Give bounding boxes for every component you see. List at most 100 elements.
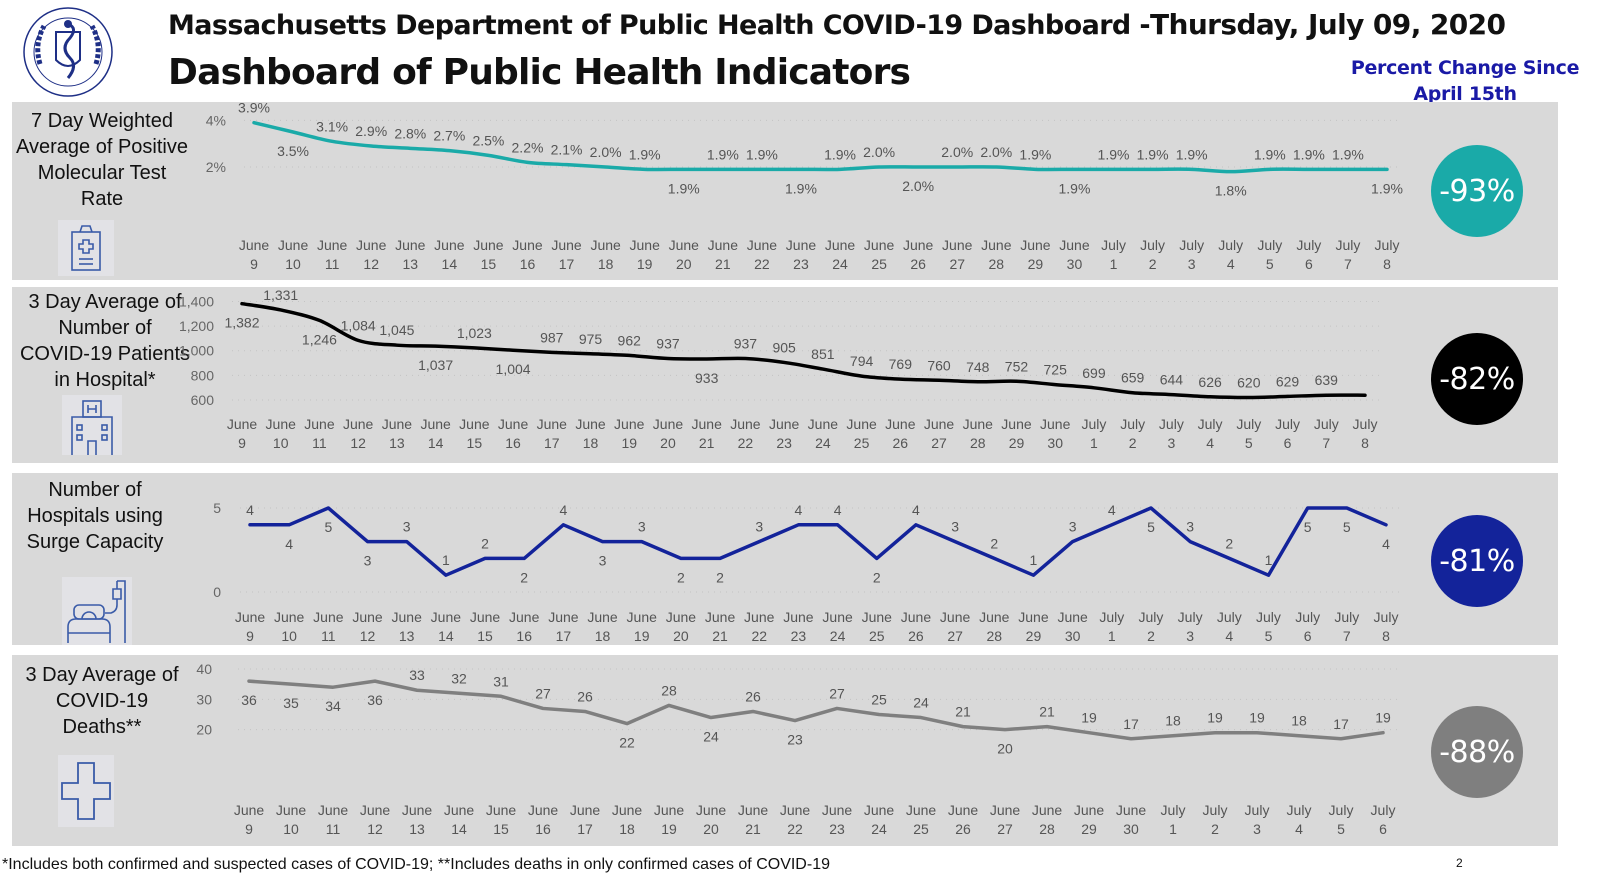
x-tick-day: 25	[854, 435, 870, 451]
data-label: 1.9%	[1058, 180, 1090, 196]
data-label: 32	[451, 670, 467, 686]
x-tick-day: 5	[1265, 628, 1273, 644]
x-tick-label: June 12	[352, 609, 383, 644]
x-tick-month: July	[1296, 237, 1321, 253]
x-tick-month: July	[1295, 609, 1320, 625]
x-tick-day: 4	[1206, 435, 1214, 451]
x-tick-day: 5	[1266, 256, 1274, 272]
x-tick-label: June 15	[473, 237, 504, 272]
x-tick-day: 28	[986, 628, 1002, 644]
x-tick-month: June	[1020, 237, 1051, 253]
x-tick-month: June	[590, 237, 621, 253]
data-label: 25	[871, 692, 887, 708]
x-tick-label: June 17	[537, 416, 568, 451]
x-tick-label: June 17	[548, 609, 579, 644]
data-label: 962	[618, 332, 642, 348]
panel-hospitalizations: 3 Day Average of Number of COVID-19 Pati…	[12, 287, 1558, 463]
x-tick-month: June	[537, 416, 568, 432]
data-label: 4	[912, 502, 920, 518]
data-label: 3.5%	[277, 143, 309, 159]
percent-change-heading: Percent Change Since April 15th	[1340, 55, 1590, 107]
x-tick-month: June	[730, 416, 761, 432]
x-tick-month: June	[783, 609, 814, 625]
x-tick-label: June 11	[313, 609, 344, 644]
percent-change-badge: -93%	[1431, 145, 1523, 237]
x-tick-day: 26	[910, 256, 926, 272]
series-line	[252, 120, 1389, 174]
x-tick-label: June 12	[356, 237, 387, 272]
data-label: 1.9%	[1293, 146, 1325, 162]
x-tick-month: July	[1314, 416, 1339, 432]
x-tick-label: June 22	[744, 609, 775, 644]
data-label: 2.7%	[433, 128, 465, 144]
data-label: 2.8%	[394, 125, 426, 141]
x-tick-month: June	[575, 416, 606, 432]
x-tick-month: June	[470, 609, 501, 625]
panel-deaths: 3 Day Average of COVID-19 Deaths** 40 30 2…	[12, 655, 1558, 846]
data-label: 1,004	[496, 361, 531, 377]
label-line: Rate	[80, 188, 124, 210]
x-tick-label: June 21	[692, 416, 723, 451]
x-tick-day: 2	[1129, 435, 1137, 451]
y-tick-label: 20	[196, 722, 212, 738]
x-tick-label: July 4	[1287, 802, 1312, 837]
data-label: 3	[755, 519, 763, 535]
x-tick-day: 18	[598, 256, 614, 272]
x-tick-month: July	[1178, 609, 1203, 625]
x-tick-day: 27	[947, 628, 963, 644]
x-tick-month: July	[1081, 416, 1106, 432]
data-label: 21	[955, 704, 971, 720]
x-tick-label: June 9	[227, 416, 258, 451]
x-tick-label: June 24	[822, 609, 853, 644]
x-tick-day: 17	[556, 628, 572, 644]
x-tick-label: June 14	[431, 609, 462, 644]
x-tick-month: June	[822, 802, 853, 818]
x-tick-day: 19	[637, 256, 653, 272]
x-tick-label: June 21	[705, 609, 736, 644]
x-tick-day: 26	[955, 821, 971, 837]
x-tick-month: June	[512, 237, 543, 253]
x-tick-month: July	[1120, 416, 1145, 432]
x-tick-label: July 1	[1101, 237, 1126, 272]
x-tick-day: 19	[634, 628, 650, 644]
x-tick-label: July 4	[1217, 609, 1242, 644]
x-tick-day: 9	[245, 821, 253, 837]
y-tick-label: 5	[213, 500, 221, 516]
data-label: 4	[285, 536, 293, 552]
series-line	[248, 506, 1388, 577]
data-label: 2.9%	[355, 123, 387, 139]
x-tick-day: 19	[661, 821, 677, 837]
x-tick-label: July 5	[1257, 237, 1282, 272]
x-tick-label: June 9	[239, 237, 270, 272]
data-label: 26	[745, 688, 761, 704]
data-label: 3	[1069, 519, 1077, 535]
label-line: 3 Day Average of	[25, 664, 179, 686]
x-tick-day: 21	[699, 435, 715, 451]
x-tick-month: July	[1218, 237, 1243, 253]
data-label: 2	[481, 535, 489, 551]
x-tick-label: June 29	[1020, 237, 1051, 272]
x-tick-label: June 25	[864, 237, 895, 272]
x-tick-label: July 3	[1178, 609, 1203, 644]
x-tick-label: June 13	[395, 237, 426, 272]
data-label: 975	[579, 331, 603, 347]
x-tick-month: June	[420, 416, 451, 432]
x-tick-label: June 30	[1040, 416, 1071, 451]
data-label: 1,037	[418, 357, 453, 373]
x-tick-label: June 17	[551, 237, 582, 272]
x-tick-month: June	[318, 802, 349, 818]
data-label: 3	[599, 553, 607, 569]
x-tick-month: June	[940, 609, 971, 625]
data-label: 26	[577, 688, 593, 704]
x-tick-day: 15	[467, 435, 483, 451]
data-label: 27	[535, 685, 551, 701]
panel-label: 3 Day Average of Number of COVID-19 Pati…	[10, 289, 200, 393]
x-tick-month: July	[1375, 237, 1400, 253]
x-tick-day: 27	[997, 821, 1013, 837]
x-tick-month: June	[1001, 416, 1032, 432]
data-label: 1,331	[263, 287, 298, 303]
x-tick-month: June	[979, 609, 1010, 625]
x-tick-month: June	[669, 237, 700, 253]
x-tick-month: June	[235, 609, 266, 625]
